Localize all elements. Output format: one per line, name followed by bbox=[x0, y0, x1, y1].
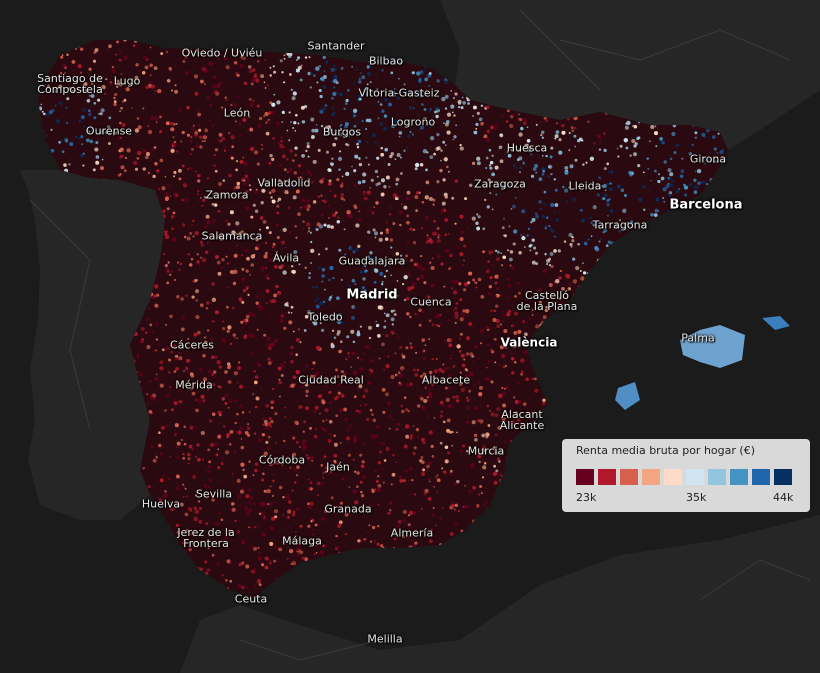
city-melilla: Melilla bbox=[367, 632, 403, 646]
city-oviedo: Oviedo / Uviéu bbox=[181, 46, 263, 60]
city-cuenca: Cuenca bbox=[410, 295, 452, 309]
city-alicante: Alacant Alicante bbox=[499, 408, 545, 432]
city-barcelona: Barcelona bbox=[669, 197, 743, 213]
city-ciudad-real: Ciudad Real bbox=[298, 373, 364, 387]
city-caceres: Cáceres bbox=[169, 338, 215, 352]
legend-swatch bbox=[774, 469, 792, 485]
city-burgos: Burgos bbox=[322, 125, 362, 139]
city-ceuta: Ceuta bbox=[234, 592, 268, 606]
menorca-land bbox=[762, 316, 790, 330]
legend-swatches bbox=[576, 469, 796, 485]
legend-title: Renta media bruta por hogar (€) bbox=[576, 444, 755, 457]
legend-swatch bbox=[620, 469, 638, 485]
city-merida: Mérida bbox=[175, 378, 213, 392]
city-palma: Palma bbox=[681, 331, 715, 345]
road-network bbox=[29, 9, 811, 661]
city-cordoba: Córdoba bbox=[258, 453, 306, 467]
city-girona: Girona bbox=[689, 152, 727, 166]
legend-swatch bbox=[686, 469, 704, 485]
city-murcia: Murcia bbox=[467, 444, 505, 458]
france-land bbox=[440, 0, 820, 150]
portugal-land bbox=[20, 170, 165, 520]
city-huelva: Huelva bbox=[141, 497, 181, 511]
city-castello: Castelló de la Plana bbox=[516, 289, 578, 313]
city-malaga: Málaga bbox=[282, 534, 322, 548]
city-ourense: Ourense bbox=[85, 124, 133, 138]
city-bilbao: Bilbao bbox=[368, 54, 404, 68]
city-jerez: Jerez de la Frontera bbox=[177, 526, 235, 550]
city-jaen: Jaén bbox=[326, 460, 350, 474]
city-lugo: Lugo bbox=[113, 74, 141, 88]
legend-swatch bbox=[576, 469, 594, 485]
ibiza-land bbox=[615, 382, 640, 410]
city-sevilla: Sevilla bbox=[195, 487, 233, 501]
legend-swatch bbox=[664, 469, 682, 485]
legend-swatch bbox=[752, 469, 770, 485]
city-huesca: Huesca bbox=[506, 141, 548, 155]
legend-tick-mid: 35k bbox=[686, 491, 707, 504]
city-valladolid: Valladolid bbox=[257, 176, 311, 190]
legend-swatch bbox=[642, 469, 660, 485]
legend-swatch bbox=[598, 469, 616, 485]
city-leon: León bbox=[223, 106, 251, 120]
city-logrono: Logroño bbox=[390, 115, 436, 129]
legend-swatch bbox=[730, 469, 748, 485]
city-lleida: Lleida bbox=[568, 179, 602, 193]
legend-tick-min: 23k bbox=[576, 491, 597, 504]
africa-land bbox=[180, 515, 820, 673]
city-zaragoza: Zaragoza bbox=[474, 177, 526, 191]
city-toledo: Toledo bbox=[307, 310, 343, 324]
legend-tick-max: 44k bbox=[773, 491, 794, 504]
city-granada: Granada bbox=[324, 502, 372, 516]
city-zamora: Zamora bbox=[205, 188, 249, 202]
city-albacete: Albacete bbox=[421, 373, 471, 387]
city-madrid: Madrid bbox=[346, 287, 398, 303]
city-tarragona: Tarragona bbox=[592, 218, 648, 232]
city-vitoria: Vitoria-Gasteiz bbox=[358, 86, 440, 100]
city-valencia: València bbox=[500, 335, 558, 350]
city-santiago: Santiago de Compostela bbox=[37, 72, 103, 96]
legend: Renta media bruta por hogar (€) 23k 35k … bbox=[562, 439, 810, 512]
city-avila: Ávila bbox=[272, 251, 300, 265]
city-santander: Santander bbox=[307, 39, 365, 53]
city-salamanca: Salamanca bbox=[201, 229, 263, 243]
city-guadalajara: Guadalajara bbox=[338, 254, 406, 268]
city-almeria: Almería bbox=[390, 526, 434, 540]
balearic-land bbox=[680, 325, 745, 368]
legend-swatch bbox=[708, 469, 726, 485]
